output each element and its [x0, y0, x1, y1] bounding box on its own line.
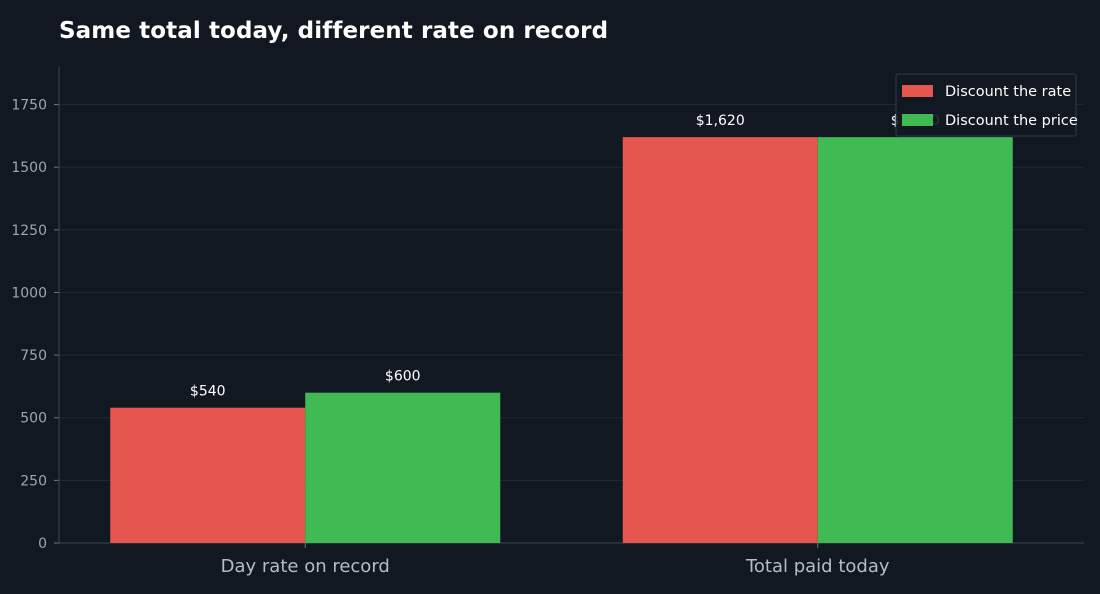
legend-swatch	[902, 114, 933, 126]
legend-box	[895, 73, 1077, 137]
y-tick-label: 1750	[11, 98, 47, 114]
y-tick-label: 1250	[11, 223, 47, 239]
bar-data-label: $540	[190, 384, 226, 400]
legend: Discount the rate Discount the price	[895, 73, 1078, 137]
legend-label: Discount the rate	[945, 84, 1071, 100]
x-tick-label: Day rate on record	[221, 556, 390, 577]
chart-title: Same total today, different rate on reco…	[59, 18, 609, 44]
bar	[622, 137, 818, 543]
y-tick-label: 0	[38, 536, 47, 552]
tick-labels: 0 250 500 750 1000 1250 1500 1750 Day rate on re…	[11, 98, 890, 577]
bar	[817, 137, 1013, 543]
y-tick-label: 1500	[11, 160, 47, 176]
y-tick-label: 250	[20, 473, 47, 489]
legend-label: Discount the price	[945, 113, 1078, 129]
x-tick-label: Total paid today	[745, 556, 890, 577]
y-tick-label: 750	[20, 348, 47, 364]
bars	[110, 137, 1013, 543]
y-tick-label: 500	[20, 411, 47, 427]
bar	[110, 407, 306, 543]
bar-data-label: $1,620	[696, 113, 745, 129]
legend-swatch	[902, 85, 933, 97]
y-tick-label: 1000	[11, 285, 47, 301]
bar-data-label: $600	[385, 369, 421, 385]
bar	[305, 392, 501, 543]
